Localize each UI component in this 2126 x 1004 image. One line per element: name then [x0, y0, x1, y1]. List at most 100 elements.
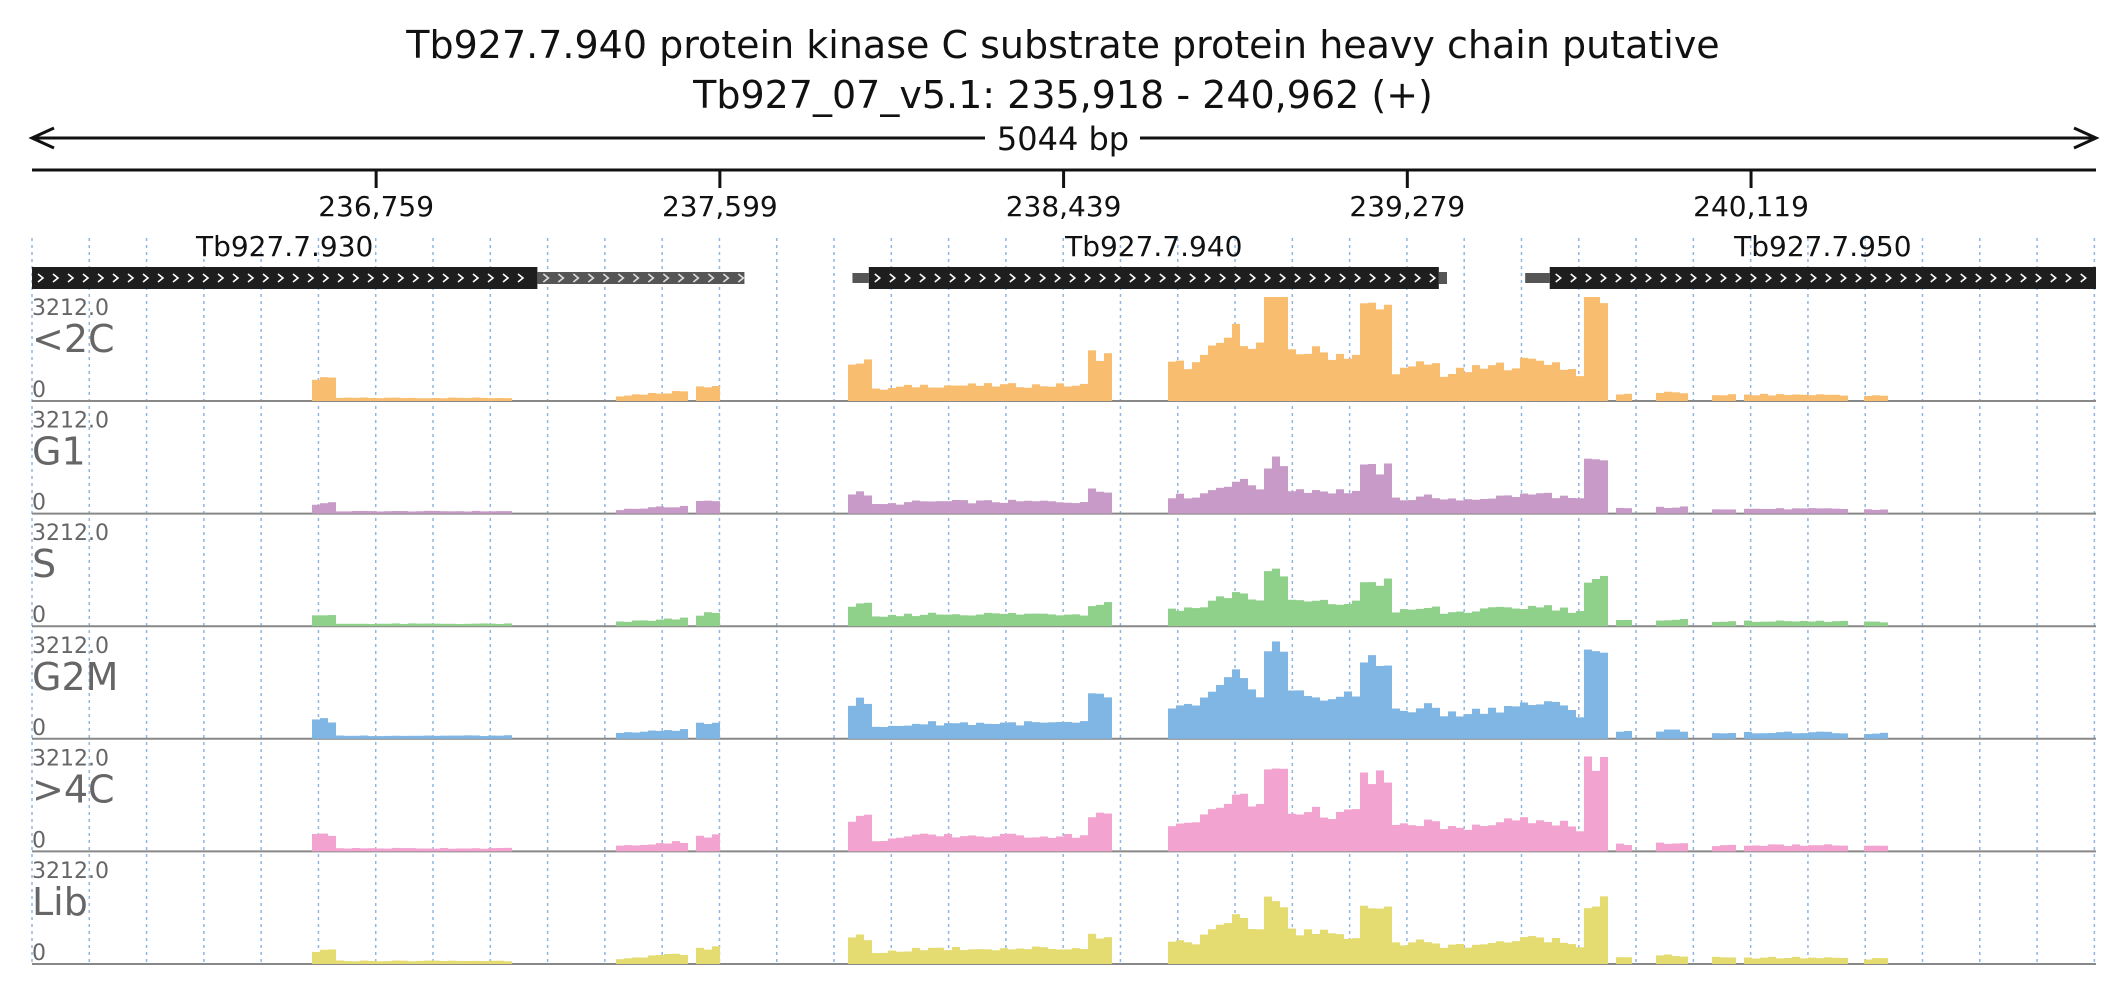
coverage-bar — [480, 397, 488, 401]
coverage-bar — [1776, 620, 1784, 627]
coverage-bar — [912, 387, 920, 401]
coverage-bar — [1272, 297, 1280, 401]
coverage-bar — [336, 960, 344, 964]
coverage-bar — [912, 947, 920, 964]
coverage-bar — [616, 845, 624, 852]
coverage-bar — [1304, 929, 1312, 964]
coverage-bar — [656, 393, 664, 401]
coverage-bar — [312, 615, 320, 627]
coverage-bar — [1080, 835, 1088, 852]
gene-feature: Tb927.7.930 — [32, 230, 745, 289]
coverage-bar — [1832, 621, 1840, 627]
coverage-bar — [1024, 387, 1032, 401]
coverage-bar — [1400, 710, 1408, 739]
strand-chevron — [647, 273, 655, 283]
coverage-bar — [1744, 731, 1752, 739]
coverage-bar — [1384, 906, 1392, 964]
coverage-bar — [1472, 708, 1480, 739]
coverage-bar — [696, 500, 704, 514]
coverage-bar — [1456, 611, 1464, 627]
coverage-bar — [1472, 365, 1480, 401]
coverage-bar — [1432, 821, 1440, 852]
coverage-bar — [1384, 782, 1392, 852]
coverage-bar — [1872, 958, 1880, 964]
coverage-bar — [1680, 956, 1688, 964]
coverage-bar — [1456, 500, 1464, 514]
coverage-bar — [376, 848, 384, 852]
coverage-bar — [1000, 833, 1008, 852]
strand-chevron — [187, 273, 195, 283]
coverage-bar — [384, 961, 392, 964]
coverage-bar — [1728, 509, 1736, 514]
coverage-bar — [1000, 502, 1008, 514]
coverage-bar — [712, 385, 720, 401]
coverage-bar — [1864, 959, 1872, 964]
coverage-bar — [1288, 599, 1296, 627]
coverage-bar — [1744, 394, 1752, 401]
coverage-bar — [1880, 509, 1888, 514]
coverage-bar — [1472, 611, 1480, 627]
strand-chevron — [127, 273, 135, 283]
coverage-bar — [1272, 641, 1280, 739]
coverage-bar — [1440, 947, 1448, 964]
coverage-bar — [496, 398, 504, 401]
coverage-bar — [1056, 949, 1064, 964]
gene-label: Tb927.7.930 — [195, 230, 373, 263]
coverage-bar — [1680, 843, 1688, 852]
gene-label: Tb927.7.940 — [1064, 230, 1242, 263]
strand-chevron — [1555, 273, 1562, 283]
coverage-bar — [320, 377, 328, 401]
coverage-bar — [1464, 947, 1472, 964]
coverage-bar — [1016, 835, 1024, 852]
track-name-label: G1 — [32, 430, 86, 474]
coverage-bar — [432, 735, 440, 739]
coverage-bar — [320, 718, 328, 739]
track-ymax-label: 3212.0 — [32, 634, 109, 659]
coverage-bar — [1320, 817, 1328, 852]
strand-chevron — [442, 273, 450, 283]
coverage-bar — [1616, 394, 1624, 401]
coverage-bar — [1448, 826, 1456, 852]
coverage-bar — [704, 612, 712, 627]
track-ymin-label: 0 — [32, 491, 46, 516]
coverage-bar — [656, 730, 664, 739]
coverage-bar — [368, 397, 376, 401]
coverage-bar — [1232, 481, 1240, 514]
coverage-bar — [1712, 395, 1720, 401]
coverage-bar — [1296, 690, 1304, 739]
coverage-bar — [376, 736, 384, 739]
coverage-bar — [424, 960, 432, 964]
coverage-bar — [464, 511, 472, 514]
coverage-bar — [1264, 297, 1272, 401]
strand-chevron — [502, 273, 510, 283]
coverage-bar — [1792, 844, 1800, 852]
coverage-bar — [480, 623, 488, 627]
coverage-bar — [1720, 957, 1728, 964]
coverage-bar — [416, 623, 424, 627]
coverage-bar — [344, 623, 352, 627]
coverage-bar — [1544, 364, 1552, 401]
coverage-bar — [1656, 506, 1664, 514]
coverage-bar — [1752, 395, 1760, 401]
coverage-bar — [1776, 508, 1784, 514]
coverage-tracks: 3212.0<2C03212.0G103212.0S03212.0G2M0321… — [32, 296, 2096, 966]
coverage-bar — [1768, 733, 1776, 739]
coverage-bar — [1488, 825, 1496, 852]
coverage-bar — [1728, 732, 1736, 739]
coverage-bar — [1536, 704, 1544, 739]
coverage-bar — [1032, 501, 1040, 514]
coverage-bar — [1880, 395, 1888, 401]
coverage-bar — [1784, 395, 1792, 401]
coverage-bar — [1552, 701, 1560, 739]
axis-tick-label: 237,599 — [662, 190, 778, 223]
coverage-bar — [664, 730, 672, 739]
coverage-bar — [1544, 701, 1552, 739]
coverage-bar — [672, 730, 680, 739]
coverage-bar — [1440, 829, 1448, 852]
coverage-bar — [1264, 468, 1272, 514]
span-ruler: 5044 bp — [28, 120, 2100, 158]
coverage-bar — [1312, 806, 1320, 852]
coverage-bar — [480, 736, 488, 739]
coverage-bar — [1864, 395, 1872, 401]
coverage-bar — [1464, 499, 1472, 514]
